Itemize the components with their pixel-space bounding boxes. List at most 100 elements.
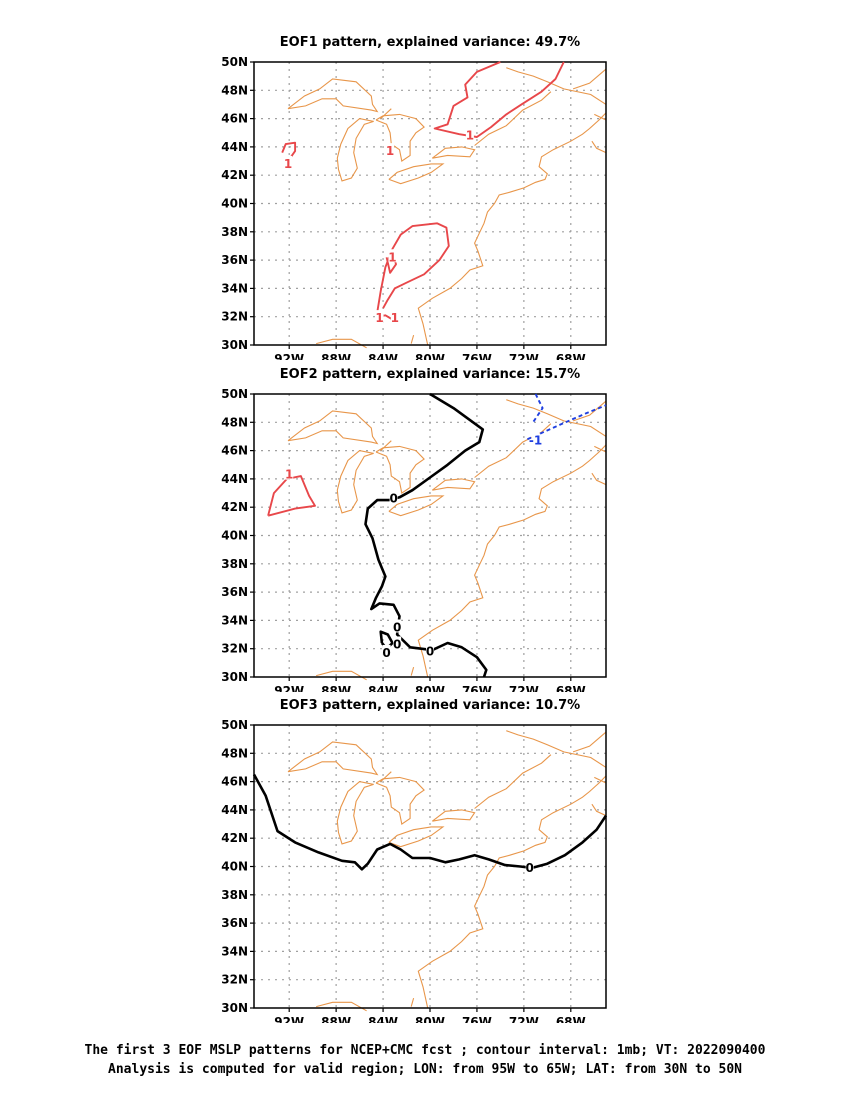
coastlines bbox=[287, 67, 607, 349]
eof3-zero-contour bbox=[252, 773, 608, 871]
eof1-contour-north bbox=[433, 61, 565, 138]
coastline bbox=[506, 67, 607, 105]
coastline bbox=[287, 410, 379, 445]
caption-line-1: The first 3 EOF MSLP patterns for NCEP+C… bbox=[84, 1043, 766, 1058]
y-tick-label: 48N bbox=[221, 83, 248, 97]
x-tick-label: 84W bbox=[368, 684, 398, 692]
y-tick-label: 50N bbox=[221, 718, 248, 732]
grid bbox=[254, 725, 606, 1008]
coastline bbox=[410, 666, 415, 676]
y-tick-label: 44N bbox=[221, 472, 248, 486]
x-tick-label: 80W bbox=[415, 684, 445, 692]
coastline bbox=[287, 78, 379, 113]
y-tick-label: 32N bbox=[221, 642, 248, 656]
coastline bbox=[316, 338, 367, 349]
y-tick-label: 38N bbox=[221, 888, 248, 902]
eof1-contour-west bbox=[281, 141, 297, 162]
contour-label: 1 bbox=[388, 250, 396, 264]
y-tick-label: 42N bbox=[221, 831, 248, 845]
y-tick-label: 46N bbox=[221, 444, 248, 458]
coastline bbox=[375, 113, 425, 163]
coastline bbox=[431, 478, 476, 491]
y-tick-label: 48N bbox=[221, 746, 248, 760]
coastlines bbox=[287, 730, 607, 1012]
y-tick-label: 40N bbox=[221, 529, 248, 543]
coastline bbox=[572, 400, 607, 422]
coastline bbox=[431, 146, 476, 159]
x-tick-label: 68W bbox=[556, 352, 586, 360]
eof1-panel: EOF1 pattern, explained variance: 49.7% … bbox=[0, 30, 850, 360]
y-tick-label: 44N bbox=[221, 140, 248, 154]
x-tick-label: 92W bbox=[274, 1015, 304, 1023]
contour-label-bg bbox=[525, 859, 534, 873]
y-tick-label: 36N bbox=[221, 585, 248, 599]
y-tick-label: 40N bbox=[221, 860, 248, 874]
coastline bbox=[474, 91, 552, 146]
eof3-title: EOF3 pattern, explained variance: 10.7% bbox=[279, 698, 581, 713]
eof3-map: 92W 88W 84W 80W 76W 72W 68W 50N 48N 46N 44N 42N 40N 3… bbox=[221, 718, 608, 1023]
x-tick-label: 80W bbox=[415, 352, 445, 360]
contour-label-bg bbox=[382, 644, 391, 658]
eof2-contour-positive bbox=[267, 475, 316, 517]
contour-label-bg bbox=[393, 636, 402, 650]
contour-label-bg bbox=[426, 643, 434, 657]
y-tick-label: 30N bbox=[221, 1001, 248, 1015]
grid bbox=[254, 394, 606, 677]
coastline bbox=[591, 472, 607, 486]
y-tick-label: 38N bbox=[221, 557, 248, 571]
coastline bbox=[287, 741, 379, 776]
coastlines bbox=[287, 399, 607, 681]
coastline bbox=[316, 1001, 367, 1012]
coastline bbox=[417, 444, 607, 678]
x-tick-label: 92W bbox=[274, 684, 304, 692]
contour-label-bg bbox=[390, 310, 399, 324]
eof2-contour-negative-b bbox=[527, 404, 607, 441]
y-tick-label: 36N bbox=[221, 916, 248, 930]
contour-label: 1 bbox=[284, 157, 292, 171]
x-tick-label: 84W bbox=[368, 352, 398, 360]
contour-label-bg bbox=[386, 143, 395, 157]
contour-label: 0 bbox=[382, 646, 390, 660]
y-tick-label: 38N bbox=[221, 225, 248, 239]
caption-line-2: Analysis is computed for valid region; L… bbox=[108, 1062, 742, 1077]
coastline bbox=[417, 112, 607, 346]
coastline bbox=[410, 997, 415, 1007]
coastline bbox=[431, 809, 476, 822]
contour-label-bg bbox=[375, 310, 384, 324]
contour-label-bg bbox=[531, 432, 540, 446]
y-tick-label: 34N bbox=[221, 613, 248, 627]
x-tick-label: 68W bbox=[556, 1015, 586, 1023]
x-tick-label: 76W bbox=[462, 352, 492, 360]
y-tick-label: 36N bbox=[221, 253, 248, 267]
y-tick-label: 48N bbox=[221, 415, 248, 429]
x-tick-label: 72W bbox=[509, 1015, 539, 1023]
y-tick-label: 44N bbox=[221, 803, 248, 817]
coastline bbox=[380, 771, 392, 783]
x-tick-label: 88W bbox=[321, 352, 351, 360]
x-tick-label: 76W bbox=[462, 1015, 492, 1023]
contour-label: 1 bbox=[285, 468, 293, 482]
y-tick-label: 50N bbox=[221, 55, 248, 69]
coastline bbox=[474, 423, 552, 478]
contour-label-bg bbox=[389, 490, 398, 504]
coastline bbox=[336, 450, 374, 514]
contour-label-bg bbox=[465, 127, 474, 141]
contour-label: 0 bbox=[393, 637, 401, 651]
contour-label: 1 bbox=[391, 311, 399, 325]
eof1-contour-south bbox=[376, 222, 450, 313]
x-tick-label: 88W bbox=[321, 684, 351, 692]
coastline bbox=[506, 399, 607, 437]
y-tick-label: 46N bbox=[221, 112, 248, 126]
grid bbox=[254, 62, 606, 345]
contour-label: 0 bbox=[393, 620, 401, 634]
contour-label: -1 bbox=[529, 434, 542, 448]
coastline bbox=[380, 440, 392, 452]
eof3-panel: EOF3 pattern, explained variance: 10.7% … bbox=[0, 693, 850, 1023]
coastline bbox=[506, 730, 607, 768]
eof1-map: 92W 88W 84W 80W 76W 72W 68W 50N 48N 46N 44N 42N 40N 3… bbox=[221, 55, 607, 360]
y-tick-label: 50N bbox=[221, 387, 248, 401]
y-tick-label: 34N bbox=[221, 281, 248, 295]
eof2-zero-contour bbox=[364, 392, 488, 678]
eof2-contour-negative-a bbox=[531, 393, 544, 425]
coastline bbox=[572, 68, 607, 90]
